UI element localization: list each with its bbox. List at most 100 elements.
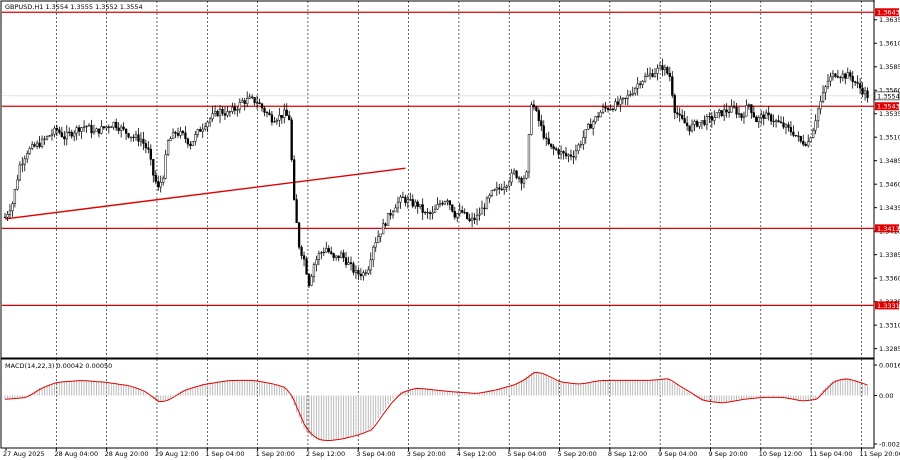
candle-body xyxy=(611,108,615,111)
candle-body xyxy=(834,73,837,77)
candle-body xyxy=(307,273,311,286)
candle-body xyxy=(475,214,479,220)
candle-body xyxy=(339,252,343,259)
candle-body xyxy=(194,134,197,142)
macd-tick-label: -0.00258 xyxy=(879,440,900,448)
candle-body xyxy=(6,214,9,218)
candle-body xyxy=(357,270,360,275)
candle-body xyxy=(596,116,600,118)
candle-body xyxy=(535,106,538,111)
candle-body xyxy=(797,135,800,137)
candle-body xyxy=(436,204,439,210)
time-tick-label: 9 Sep 04:00 xyxy=(658,450,697,458)
candle-body xyxy=(718,110,721,113)
candle-body xyxy=(807,141,810,146)
candle-body xyxy=(35,142,39,147)
candle-body xyxy=(831,73,835,78)
candle-body xyxy=(171,131,175,139)
time-tick-label: 28 Aug 04:00 xyxy=(54,450,98,458)
candle-body xyxy=(604,106,607,109)
macd-signal-polyline xyxy=(4,371,868,442)
time-tick-label: 28 Aug 20:00 xyxy=(105,450,149,458)
candle-body xyxy=(700,120,704,123)
candle-body xyxy=(28,148,31,154)
candle-body xyxy=(760,114,763,118)
level-price-tag xyxy=(875,224,899,233)
candle-body xyxy=(401,196,405,198)
candle-body xyxy=(557,149,560,155)
candle-body xyxy=(767,112,770,116)
candle-body xyxy=(315,259,318,265)
candle-body xyxy=(112,121,115,128)
macd-title: MACD(14,22,3) 0.00042 0.00050 xyxy=(5,362,112,370)
candle-body xyxy=(176,133,180,136)
candle-body xyxy=(530,104,533,135)
macd-tick-label: 0.00 xyxy=(879,392,893,400)
candle-body xyxy=(861,87,864,95)
candle-body xyxy=(517,177,521,179)
candle-body xyxy=(327,248,330,253)
chart-title: GBPUSD,H1 1.3554 1.3555 1.3552 1.3554 xyxy=(5,3,143,11)
trendline[interactable] xyxy=(4,167,406,220)
price-tick-label: 1.3535 xyxy=(879,110,900,118)
candle-body xyxy=(762,114,765,119)
candle-body xyxy=(317,253,321,260)
candle-body xyxy=(33,144,36,147)
candle-body xyxy=(369,259,372,271)
candle-body xyxy=(503,187,506,190)
candle-body xyxy=(802,141,805,145)
candle-body xyxy=(386,213,390,226)
candle-body xyxy=(661,65,664,71)
candle-body xyxy=(21,163,24,166)
candle-body xyxy=(372,246,375,261)
candle-body xyxy=(463,212,466,214)
candle-body xyxy=(735,106,738,115)
candle-body xyxy=(678,113,681,116)
candle-body xyxy=(730,106,733,113)
candle-body xyxy=(431,212,434,215)
level-price-label: 1.3543 xyxy=(877,103,900,111)
candle-body xyxy=(814,120,817,131)
level-price-label: 1.3643 xyxy=(877,9,900,17)
candle-body xyxy=(844,73,847,79)
candle-body xyxy=(364,272,367,274)
main-pane-frame xyxy=(0,0,875,359)
candle-body xyxy=(122,126,125,130)
candle-body xyxy=(302,255,306,260)
candle-body xyxy=(826,80,830,88)
candle-body xyxy=(374,242,377,248)
candle-body xyxy=(426,212,429,214)
candle-body xyxy=(325,248,328,253)
candle-body xyxy=(559,151,563,155)
candle-body xyxy=(515,170,518,179)
candle-body xyxy=(189,143,192,146)
candle-body xyxy=(579,144,582,146)
candle-body xyxy=(851,76,854,82)
candle-body xyxy=(139,138,143,142)
candle-body xyxy=(38,142,41,147)
candle-body xyxy=(473,217,476,220)
candle-body xyxy=(653,73,657,77)
candle-body xyxy=(537,110,540,121)
candle-body xyxy=(824,86,827,93)
candle-body xyxy=(812,129,815,139)
candle-body xyxy=(836,76,840,78)
candle-body xyxy=(458,210,461,214)
candle-body xyxy=(525,171,528,179)
candle-body xyxy=(45,136,49,140)
candle-body xyxy=(693,120,696,125)
candle-body xyxy=(789,127,793,133)
candle-body xyxy=(213,111,217,114)
candle-body xyxy=(174,131,177,134)
candle-body xyxy=(95,128,98,132)
candle-body xyxy=(614,101,617,111)
macd-pane-frame xyxy=(0,358,875,449)
candle-body xyxy=(453,211,456,218)
candle-body xyxy=(280,115,283,118)
candle-body xyxy=(569,154,573,157)
time-tick-label: 1 Sep 20:00 xyxy=(256,450,295,458)
candle-body xyxy=(532,104,536,108)
candle-body xyxy=(715,112,718,118)
time-tick-label: 1 Sep 04:00 xyxy=(205,450,244,458)
